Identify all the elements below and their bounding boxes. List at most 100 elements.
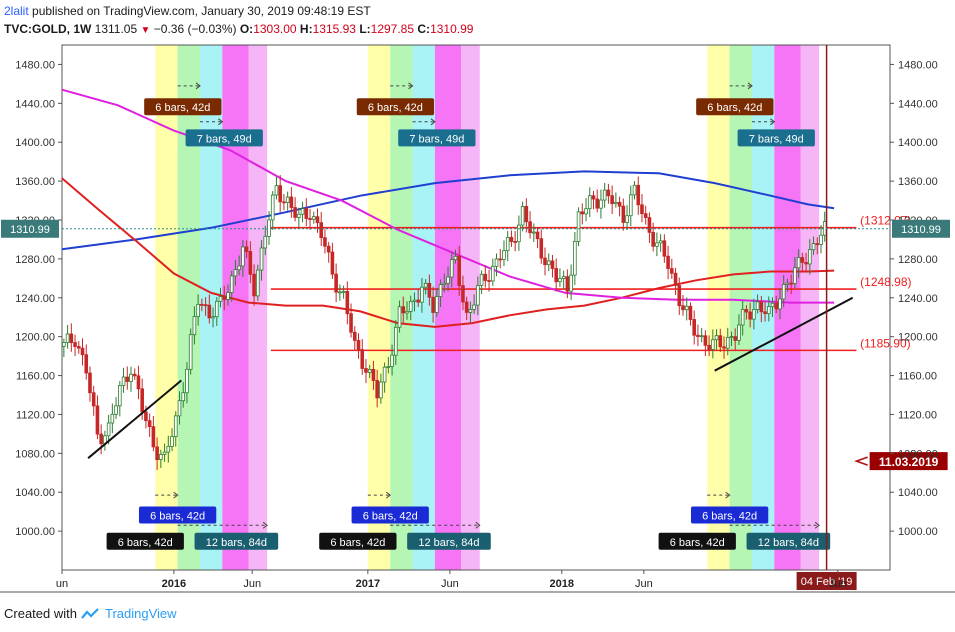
mid-range-arrow-head — [218, 118, 224, 126]
cycle-band — [729, 45, 752, 570]
top-range-arrow-head — [195, 82, 201, 90]
candle-body — [755, 301, 760, 310]
cycle-end-label-bg — [407, 532, 491, 550]
candle-body — [73, 342, 77, 347]
candle-body — [237, 265, 241, 271]
candle-body — [278, 185, 282, 203]
top-range-arrow-head — [408, 82, 414, 90]
candle-body — [490, 265, 495, 282]
cycle-mid-label: 7 bars, 49d — [197, 133, 252, 145]
trendline — [714, 296, 854, 372]
y-tick-label-left: 1200.00 — [15, 332, 55, 344]
candle-body — [446, 276, 450, 284]
y-tick-label-left: 1080.00 — [15, 448, 55, 460]
published-text: published on TradingView.com, January 30… — [32, 4, 371, 18]
cycle-band — [222, 45, 249, 570]
candle-body — [796, 257, 801, 269]
y-tick-label-right: 1000.00 — [898, 526, 938, 538]
candle-body — [684, 305, 689, 311]
candle-body — [699, 335, 704, 338]
high-label: H: — [299, 22, 313, 36]
bot-range-arrow-head — [173, 491, 179, 499]
candle-body — [584, 208, 588, 215]
candle-body — [655, 242, 659, 247]
long-range-arrow-head — [262, 521, 268, 529]
y-tick-label-left: 1240.00 — [15, 293, 55, 305]
candle-body — [132, 373, 137, 377]
candle-body — [628, 194, 633, 217]
open-value: 1303.00 — [253, 22, 297, 36]
candle-body — [494, 258, 499, 267]
y-tick-label-left: 1000.00 — [15, 526, 55, 538]
candle-body — [554, 268, 558, 283]
candle-body — [703, 335, 708, 346]
y-tick-label-left: 1480.00 — [15, 59, 55, 71]
candle-body — [397, 306, 402, 328]
candle-body — [819, 234, 823, 245]
candle-body — [252, 273, 256, 297]
cycle-top-label: 6 bars, 42d — [368, 102, 423, 114]
candle-body — [509, 236, 514, 242]
target-label: 11.03.2019 — [879, 455, 939, 469]
created-with-text: Created with — [4, 606, 77, 621]
candle-body — [718, 335, 723, 348]
candle-body — [766, 306, 771, 315]
moving-average-line — [61, 170, 835, 251]
current-week-tag — [796, 572, 857, 590]
candle-body — [110, 413, 115, 424]
candle-body — [580, 211, 585, 215]
candle-body — [338, 291, 342, 294]
axes: 1480.00 1480.00 1440.00 1440.00 1400.00 1400.… — [1, 59, 950, 590]
candle-body — [752, 309, 756, 320]
candle-body — [188, 334, 193, 370]
candle-body — [99, 433, 103, 445]
y-tick-label-right: 1200.00 — [898, 332, 938, 344]
candle-body — [166, 446, 171, 453]
cycle-band — [800, 45, 820, 570]
candle-body — [606, 189, 611, 197]
y-tick-label-right: 1160.00 — [898, 371, 937, 383]
candle-body — [543, 257, 547, 266]
cycle-start-label-bg — [319, 532, 397, 550]
candle-body — [744, 309, 749, 313]
price-chart[interactable]: (1312.07)(1248.98)(1185.90) 6 bars, 42d7… — [0, 40, 955, 600]
candle-body — [483, 273, 488, 281]
y-tick-label-right: 1280.00 — [898, 254, 938, 266]
candle-body — [147, 420, 152, 428]
candle-body — [569, 274, 573, 292]
candle-body — [386, 366, 391, 368]
candle-body — [405, 310, 409, 314]
y-tick-label-left: 1160.00 — [16, 371, 55, 383]
candle-body — [214, 300, 219, 318]
y-tick-label-left: 1360.00 — [15, 176, 55, 188]
candle-body — [535, 231, 540, 240]
candle-body — [226, 292, 230, 300]
cycle-band — [200, 45, 223, 570]
candle-body — [670, 268, 674, 274]
long-range-arrow-head — [475, 521, 481, 529]
candle-body — [591, 195, 596, 200]
candle-body — [539, 238, 544, 259]
top-range-arrow-head — [747, 82, 753, 90]
publisher-username[interactable]: 2lalit — [4, 4, 29, 18]
symbol-name: TVC:GOLD, 1W — [4, 22, 92, 36]
y-tick-label-right: 1120.00 — [898, 409, 937, 421]
candle-body — [173, 415, 178, 438]
candle-body — [341, 290, 346, 293]
candle-body — [360, 349, 365, 369]
price-tag-right — [892, 219, 950, 238]
cycle-mid-label-bg — [737, 129, 815, 147]
candle-body — [658, 240, 663, 244]
cycle-end-label: 12 bars, 84d — [206, 537, 267, 549]
candle-body — [423, 282, 428, 288]
candle-body — [640, 204, 644, 215]
high-value: 1315.93 — [312, 22, 356, 36]
candle-body — [62, 342, 66, 347]
candle-body — [394, 326, 398, 356]
candle-body — [770, 302, 775, 308]
candle-body — [677, 285, 682, 307]
candle-body — [576, 211, 581, 242]
candle-body — [297, 213, 301, 218]
tradingview-brand[interactable]: TradingView — [104, 606, 177, 621]
close-value: 1310.99 — [430, 22, 474, 36]
